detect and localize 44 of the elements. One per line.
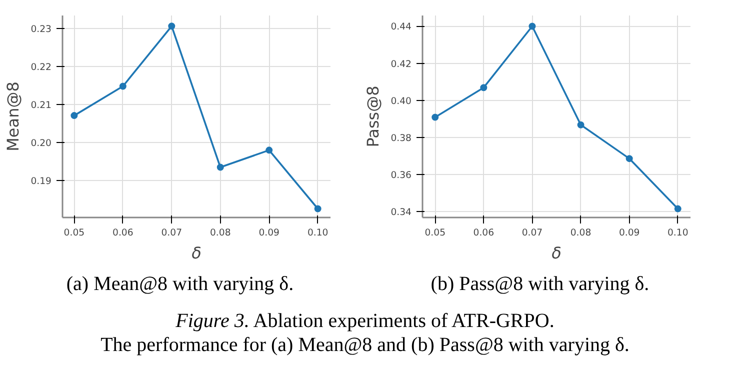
- point: [577, 121, 584, 128]
- caption: Figure 3.: [176, 310, 250, 332]
- point: [432, 114, 439, 121]
- point: [216, 164, 224, 171]
- point: [70, 112, 78, 120]
- x-tick-label: 0.09: [258, 228, 280, 238]
- x-tick-label: 0.10: [307, 228, 328, 238]
- x-tick-label: 0.08: [570, 228, 592, 238]
- text: The performance for (a) Mean@8 and (b) Pass@8 with varying δ.: [100, 334, 630, 356]
- x-tick-label: 0.06: [112, 228, 134, 238]
- y-tick-label: 0.44: [390, 22, 412, 33]
- y-tick-label: 0.19: [30, 176, 52, 188]
- point: [528, 22, 536, 30]
- x-axis-title: δ: [552, 244, 562, 262]
- text: (a) Mean@8 with varying δ.: [66, 272, 294, 297]
- y-tick-label: 0.34: [390, 207, 412, 218]
- x-tick-label: 0.10: [667, 228, 688, 238]
- point: [314, 205, 322, 212]
- point: [674, 205, 682, 212]
- x-tick-label: 0.06: [473, 228, 494, 238]
- x-tick-label: 0.08: [210, 228, 231, 238]
- text: (b) Pass@8 with varying δ.: [430, 272, 650, 297]
- y-tick-label: 0.22: [30, 62, 52, 73]
- y-tick-label: 0.21: [30, 100, 52, 112]
- y-tick-label: 0.38: [390, 132, 412, 144]
- y-axis-title: Pass@8: [364, 86, 383, 148]
- x-axis-title: δ: [192, 244, 202, 262]
- x-tick-label: 0.05: [424, 228, 446, 238]
- point: [168, 22, 176, 30]
- x-tick-label: 0.07: [161, 228, 182, 238]
- x-tick-label: 0.09: [618, 228, 640, 238]
- y-tick-label: 0.20: [30, 138, 52, 150]
- y-tick-label: 0.36: [390, 170, 412, 182]
- y-tick-label: 0.40: [390, 96, 412, 107]
- text: Ablation experiments of ATR-GRPO.: [253, 310, 554, 332]
- point: [626, 155, 633, 162]
- y-axis-title: Mean@8: [4, 82, 23, 152]
- x-tick-label: 0.05: [64, 228, 85, 238]
- x-tick-label: 0.07: [522, 228, 543, 238]
- point: [266, 146, 273, 154]
- point: [480, 84, 488, 92]
- y-tick-label: 0.23: [30, 24, 52, 35]
- y-tick-label: 0.42: [390, 58, 412, 70]
- point: [119, 82, 126, 90]
